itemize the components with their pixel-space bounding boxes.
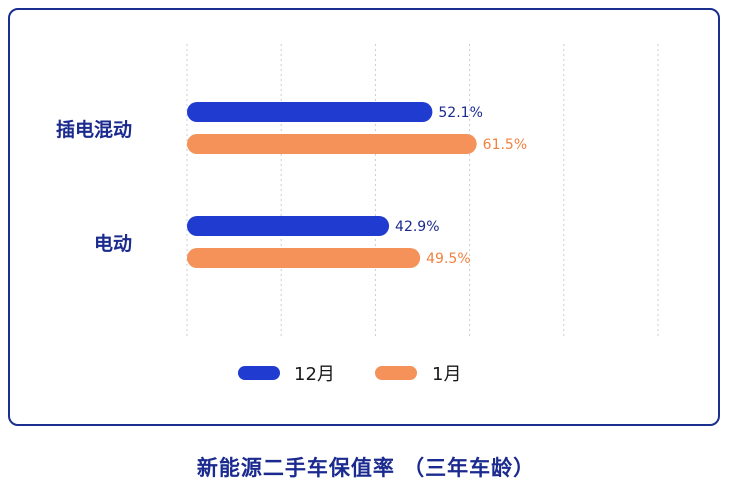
data-label: 42.9% [395,219,439,235]
bar [187,216,390,236]
bar [187,134,477,154]
data-label: 52.1% [438,105,482,121]
legend-swatch [375,366,417,380]
chart-caption: 新能源二手车保值率 （三年车龄） [196,456,536,480]
bar [187,102,433,122]
bar [187,248,421,268]
data-label: 49.5% [426,251,470,267]
data-label: 61.5% [483,137,527,153]
legend-swatch [238,366,280,380]
category-label: 电动 [94,232,132,255]
legend-label: 1月 [432,364,461,385]
legend-label: 12月 [294,364,335,385]
bar-chart: 插电混动 52.1%61.5% 电动 42.9% 49.5% 12月 1月 [56,44,659,385]
category-label: 插电混动 [56,118,132,141]
